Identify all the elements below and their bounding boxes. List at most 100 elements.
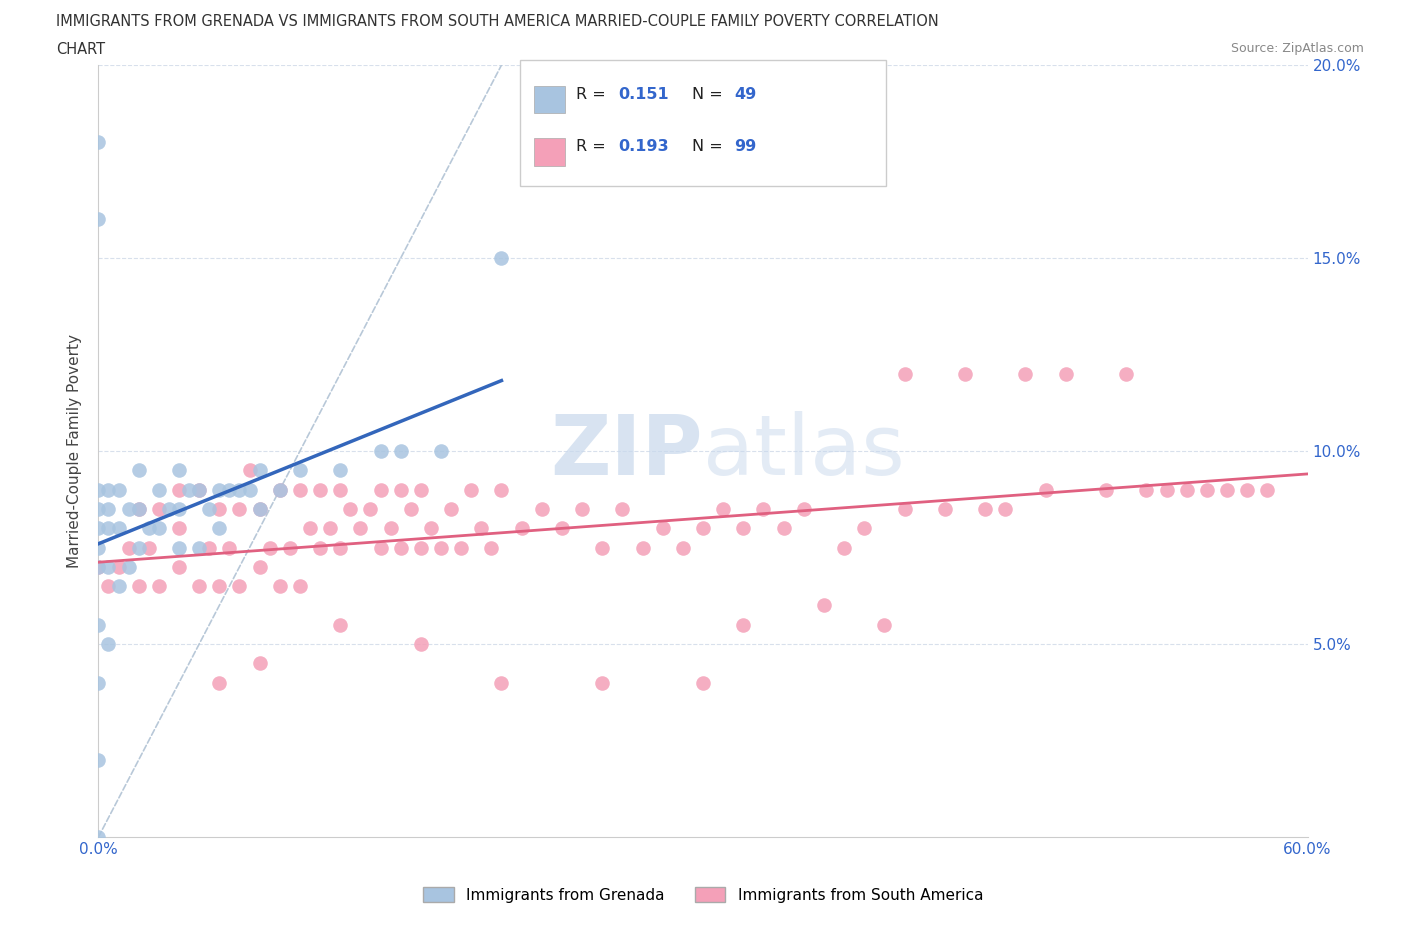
Point (87, 559, 110, 574)
Point (87, 540, 110, 555)
Point (491, 251, 513, 266)
Point (692, 675, 714, 690)
Point (399, 501, 422, 516)
Legend: Immigrants from Grenada, Immigrants from South America: Immigrants from Grenada, Immigrants from… (423, 886, 983, 903)
Point (97, 482, 120, 497)
Point (288, 578, 311, 593)
Point (208, 578, 231, 593)
Point (1035, 482, 1057, 497)
Point (1014, 366, 1036, 381)
Point (239, 482, 262, 497)
Point (118, 559, 141, 574)
Point (389, 540, 412, 555)
Point (491, 675, 513, 690)
Point (873, 618, 896, 632)
Point (319, 521, 342, 536)
Point (87, 675, 110, 690)
Point (148, 482, 170, 497)
Point (208, 501, 231, 516)
Point (1195, 482, 1218, 497)
Point (198, 540, 221, 555)
Text: CHART: CHART (56, 42, 105, 57)
Point (128, 501, 150, 516)
Point (87, 830, 110, 844)
Point (97, 501, 120, 516)
Point (370, 540, 392, 555)
Point (612, 501, 634, 516)
Point (97, 521, 120, 536)
Point (128, 578, 150, 593)
Point (994, 501, 1017, 516)
Point (259, 540, 281, 555)
Text: 99: 99 (734, 140, 756, 154)
Point (1236, 482, 1258, 497)
Point (188, 482, 211, 497)
Point (188, 578, 211, 593)
Point (167, 521, 190, 536)
Point (409, 482, 432, 497)
Point (87, 618, 110, 632)
Point (460, 482, 482, 497)
Point (1175, 482, 1198, 497)
Point (269, 482, 291, 497)
Point (97, 578, 120, 593)
Text: N =: N = (692, 87, 728, 102)
Point (278, 540, 301, 555)
Point (1135, 482, 1157, 497)
Point (87, 135, 110, 150)
Point (1216, 482, 1239, 497)
Point (893, 501, 915, 516)
Point (651, 521, 673, 536)
Point (269, 482, 291, 497)
Point (299, 521, 322, 536)
Point (148, 501, 170, 516)
Point (167, 540, 190, 555)
Point (631, 540, 654, 555)
Point (228, 482, 250, 497)
Point (692, 521, 714, 536)
Point (208, 521, 231, 536)
Point (491, 482, 513, 497)
Point (118, 540, 141, 555)
Point (309, 482, 332, 497)
Point (409, 637, 432, 652)
Point (953, 366, 976, 381)
Point (733, 618, 755, 632)
Point (288, 463, 311, 478)
Point (530, 501, 553, 516)
Point (339, 501, 361, 516)
Text: Source: ZipAtlas.com: Source: ZipAtlas.com (1230, 42, 1364, 55)
Point (1156, 482, 1178, 497)
Point (733, 521, 755, 536)
Point (249, 501, 271, 516)
Point (370, 444, 392, 458)
Point (470, 521, 492, 536)
Point (409, 540, 432, 555)
Point (1256, 482, 1278, 497)
Point (87, 501, 110, 516)
Point (389, 482, 412, 497)
Point (228, 578, 250, 593)
Text: 0.151: 0.151 (619, 87, 669, 102)
Point (249, 559, 271, 574)
Point (167, 463, 190, 478)
Point (672, 540, 695, 555)
Point (430, 540, 453, 555)
Point (249, 656, 271, 671)
Point (87, 559, 110, 574)
Point (167, 559, 190, 574)
Point (128, 463, 150, 478)
Point (793, 501, 815, 516)
Text: ZIP: ZIP (551, 410, 703, 492)
Point (309, 540, 332, 555)
Point (360, 501, 382, 516)
Point (107, 482, 129, 497)
Point (934, 501, 956, 516)
Point (87, 482, 110, 497)
Point (249, 463, 271, 478)
Point (138, 521, 160, 536)
Point (329, 540, 352, 555)
Point (148, 578, 170, 593)
Point (167, 501, 190, 516)
Point (87, 212, 110, 227)
